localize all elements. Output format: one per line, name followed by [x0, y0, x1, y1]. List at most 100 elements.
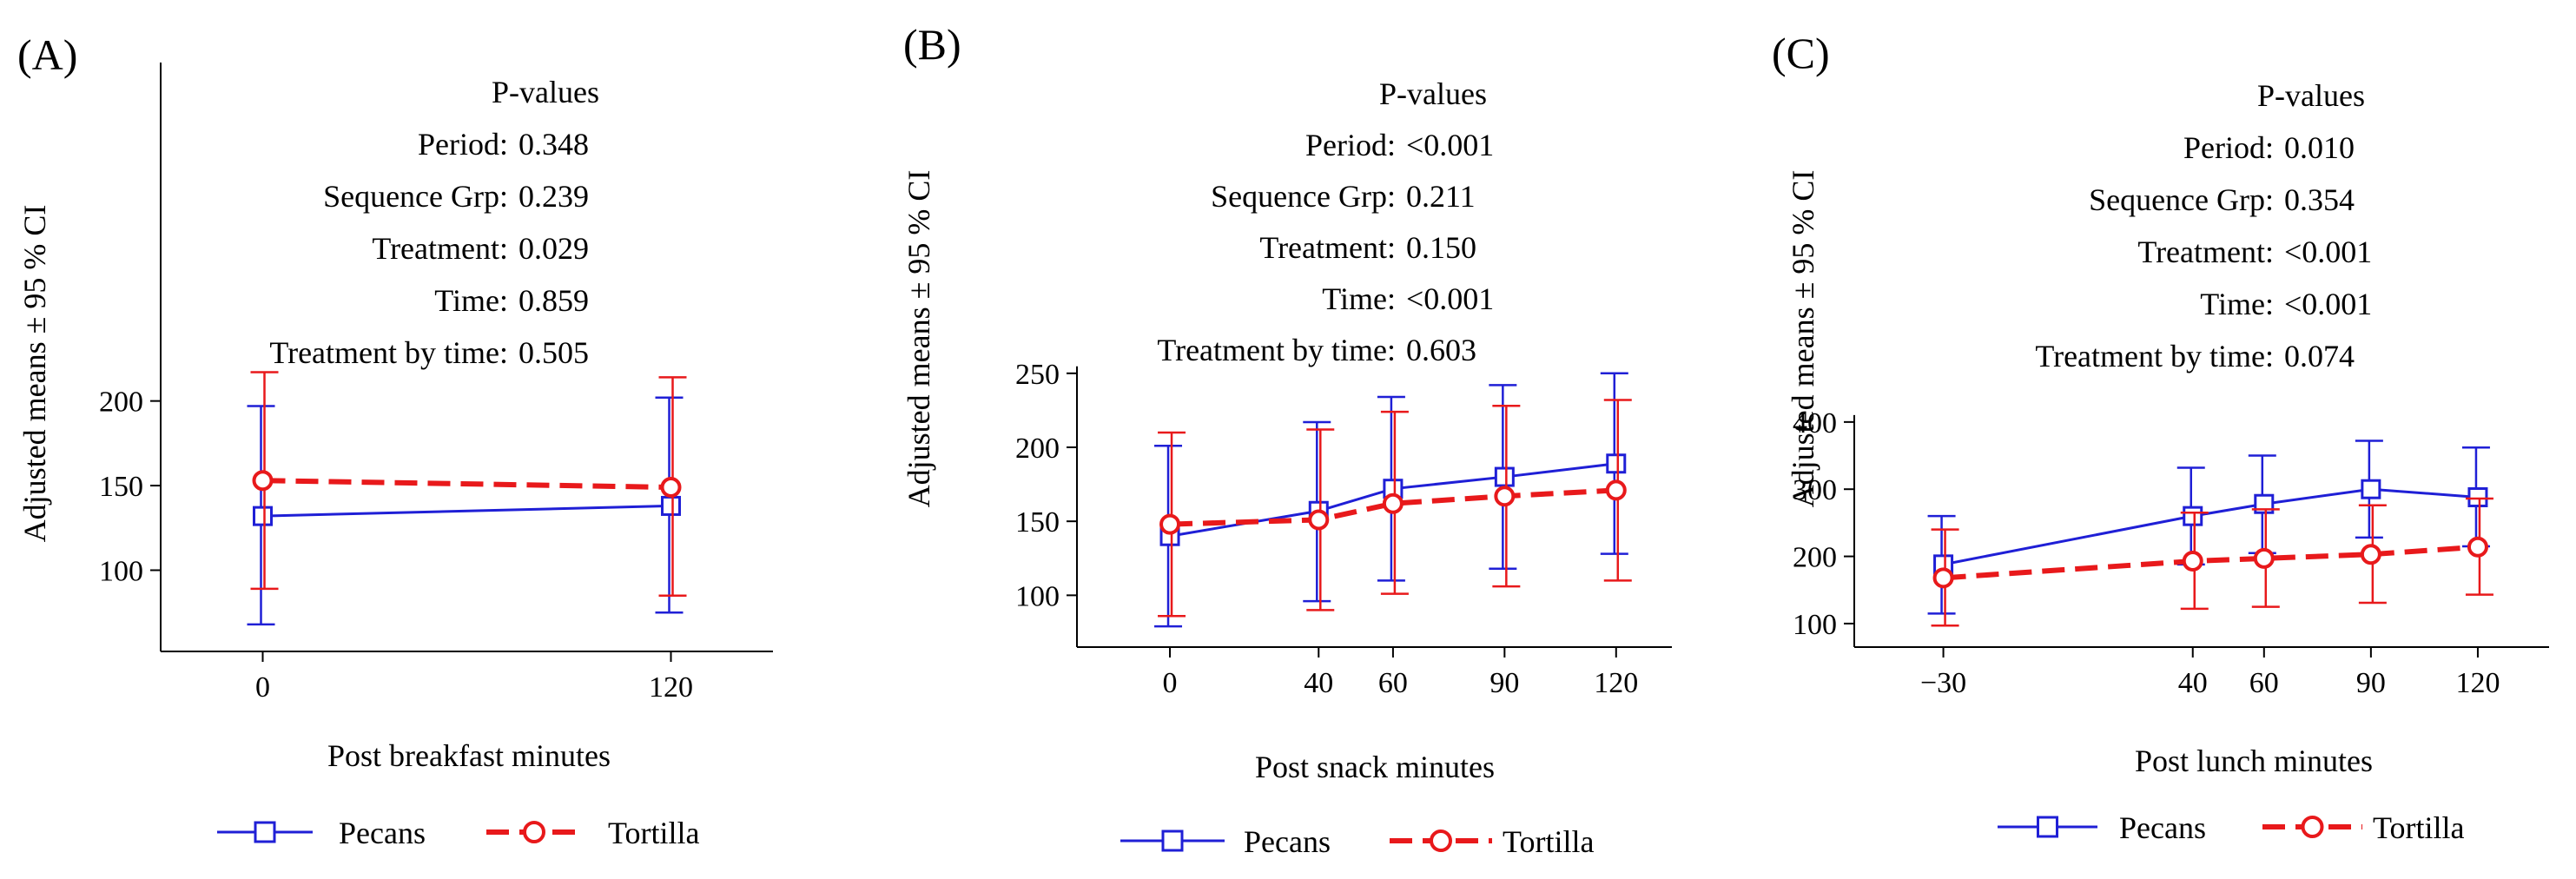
data-point	[253, 506, 273, 526]
y-tick-label: 400	[1793, 407, 1837, 440]
pvalues-block: P-values Period: 0.010 Sequence Grp: 0.354 Tr…	[2035, 78, 2372, 373]
panel-2: (C) 100 200 300 400 −30 40 60 90 120 Post lunch mi…	[1772, 29, 2549, 845]
legend-label-pecans: Pecans	[339, 816, 426, 850]
pvalue-value: 0.505	[519, 335, 589, 370]
legend-marker-pecans	[1161, 829, 1184, 852]
panel-label: (C)	[1772, 29, 1830, 77]
x-tick-label: 90	[2356, 667, 2386, 699]
y-tick-label: 100	[99, 555, 143, 587]
data-point	[660, 477, 682, 499]
y-tick-label: 300	[1793, 474, 1837, 506]
pvalue-value: 0.211	[1406, 179, 1476, 214]
legend: Pecans Tortilla	[1998, 810, 2464, 845]
data-point	[2183, 506, 2203, 526]
series-line	[262, 504, 671, 518]
pvalue-label: Treatment by time:	[2035, 339, 2274, 373]
legend: Pecans Tortilla	[1120, 824, 1594, 859]
panel-0: (A) 100 150 200 0 120 Post breakfast minutes Ad…	[17, 30, 773, 850]
data-point	[2182, 550, 2203, 572]
pvalue-label: Treatment by time:	[269, 335, 508, 370]
pvalue-label: Time:	[1322, 281, 1396, 316]
y-axis-title: Adjusted means ± 95 % CI	[17, 205, 52, 543]
data-point	[1494, 486, 1516, 507]
pvalue-label: Treatment:	[372, 231, 508, 266]
series-line	[1943, 544, 2479, 581]
legend-label-tortilla: Tortilla	[608, 816, 699, 850]
legend: Pecans Tortilla	[217, 816, 699, 850]
y-axis-title: Adjusted means ± 95 % CI	[902, 170, 936, 508]
data-point	[252, 470, 274, 492]
x-tick-label: −30	[1920, 667, 1966, 699]
legend-marker-tortilla	[523, 821, 545, 843]
x-tick-label: 60	[1378, 667, 1408, 699]
data-point	[1308, 509, 1330, 531]
panel-1: (B) 100 150 200 250 0 40 60 90 120 Post snack minu…	[902, 20, 1672, 859]
pvalue-label: Treatment:	[2137, 235, 2274, 269]
pvalue-label: Time:	[2200, 287, 2274, 321]
y-tick-label: 150	[1015, 506, 1060, 539]
legend-label-pecans: Pecans	[2119, 810, 2206, 845]
pvalue-value: <0.001	[1406, 281, 1494, 316]
data-point	[661, 495, 681, 516]
x-tick-label: 0	[1163, 667, 1178, 699]
legend-label-pecans: Pecans	[1244, 824, 1331, 859]
pvalue-value: 0.239	[519, 179, 589, 214]
pvalue-value: 0.010	[2284, 130, 2355, 165]
data-point	[1494, 466, 1515, 487]
panel-label: (A)	[17, 30, 77, 79]
pvalues-block: P-values Period: 0.348 Sequence Grp: 0.239 Tr…	[269, 75, 599, 370]
pvalue-label: Period:	[2183, 130, 2274, 165]
data-point	[2467, 536, 2488, 558]
pvalue-value: <0.001	[2284, 235, 2372, 269]
data-point	[2253, 547, 2275, 569]
pvalue-value: 0.074	[2284, 339, 2355, 373]
data-point	[1605, 479, 1627, 501]
pvalue-value: 0.029	[519, 231, 589, 266]
panel-label: (B)	[903, 20, 961, 69]
data-point	[1932, 567, 1954, 589]
pvalue-value: <0.001	[2284, 287, 2372, 321]
y-tick-label: 200	[99, 387, 143, 419]
x-tick-label: 40	[2178, 667, 2208, 699]
y-tick-label: 100	[1793, 609, 1837, 641]
data-point	[1606, 453, 1627, 474]
series-tortilla	[1931, 497, 2493, 627]
series-tortilla	[250, 371, 687, 597]
y-tick-label: 200	[1793, 542, 1837, 574]
pvalue-label: Period:	[1305, 128, 1396, 162]
series-line	[262, 478, 671, 491]
data-point	[2360, 544, 2381, 565]
pvalue-label: Sequence Grp:	[323, 179, 508, 214]
data-point	[1382, 492, 1404, 514]
x-axis-title: Post breakfast minutes	[327, 738, 611, 773]
pvalues-title: P-values	[492, 75, 599, 109]
legend-marker-pecans	[2037, 816, 2058, 838]
pvalue-value: 0.150	[1406, 230, 1476, 265]
data-point	[1159, 513, 1181, 535]
x-tick-label: 90	[1489, 667, 1519, 699]
x-tick-label: 120	[1594, 667, 1638, 699]
series-pecans	[1927, 440, 2490, 615]
x-tick-label: 120	[649, 671, 693, 704]
x-tick-label: 120	[2455, 667, 2500, 699]
y-tick-label: 100	[1015, 580, 1060, 612]
pvalue-label: Treatment by time:	[1157, 333, 1396, 367]
pvalues-title: P-values	[1379, 76, 1487, 111]
legend-label-tortilla: Tortilla	[1503, 824, 1594, 859]
x-axis-title: Post lunch minutes	[2135, 744, 2373, 778]
pvalue-label: Treatment:	[1259, 230, 1396, 265]
y-axis-title: Adjusted means ± 95 % CI	[1786, 170, 1820, 508]
series-tortilla	[1158, 399, 1632, 618]
x-axis-title: Post snack minutes	[1255, 750, 1495, 784]
pvalue-label: Sequence Grp:	[1211, 179, 1396, 214]
pvalue-value: <0.001	[1406, 128, 1494, 162]
legend-marker-tortilla	[2301, 816, 2324, 838]
pvalue-label: Sequence Grp:	[2089, 182, 2274, 217]
y-tick-label: 200	[1015, 433, 1060, 465]
x-tick-label: 40	[1304, 667, 1333, 699]
pvalue-value: 0.603	[1406, 333, 1476, 367]
y-tick-label: 150	[99, 471, 143, 503]
legend-marker-pecans	[254, 821, 276, 843]
x-tick-label: 0	[255, 671, 270, 704]
pvalue-label: Time:	[434, 283, 508, 318]
